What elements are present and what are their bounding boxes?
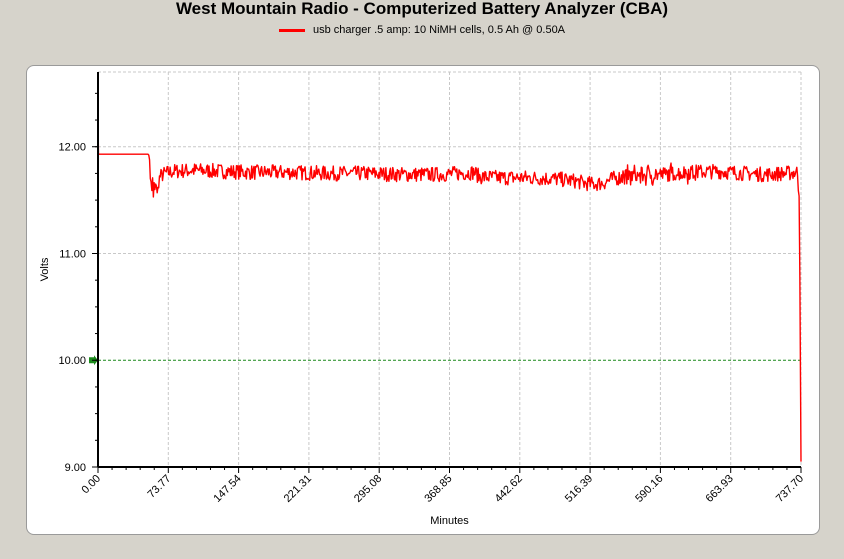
x-tick-label: 516.39 [563,473,595,505]
y-tick-label: 11.00 [59,248,86,260]
series-line [97,120,802,462]
x-tick-label: 221.31 [282,473,314,505]
x-axis-ticks: 0.00 73.77 147.54 221.31 295.08 368.85 442.62 5… [79,467,806,505]
legend-label: usb charger .5 amp: 10 NiMH cells, 0.5 A… [312,24,566,36]
x-tick-label: 295.08 [352,473,384,505]
chart-title: West Mountain Radio - Computerized Batte… [175,0,669,18]
x-axis-title: Minutes [430,515,469,527]
y-tick-label: 9.00 [65,462,86,474]
x-tick-label: 147.54 [211,473,243,505]
legend-swatch [278,28,305,32]
x-tick-label: 368.85 [422,473,454,505]
x-tick-label: 73.77 [145,473,173,501]
y-axis-title: Volts [39,257,51,281]
grid [98,71,802,467]
legend: usb charger .5 amp: 10 NiMH cells, 0.5 A… [0,24,844,36]
chart-panel [26,65,820,535]
y-tick-label: 12.00 [58,142,86,154]
x-tick-label: 442.62 [493,473,525,505]
y-tick-label: 10.00 [58,355,86,367]
x-tick-label: 663.93 [704,473,736,505]
y-axis-ticks: 9.00 10.00 11.00 12.00 [58,92,98,474]
x-tick-label: 590.16 [633,473,665,505]
x-tick-label: 737.70 [774,473,806,505]
x-tick-label: 0.00 [79,473,103,497]
